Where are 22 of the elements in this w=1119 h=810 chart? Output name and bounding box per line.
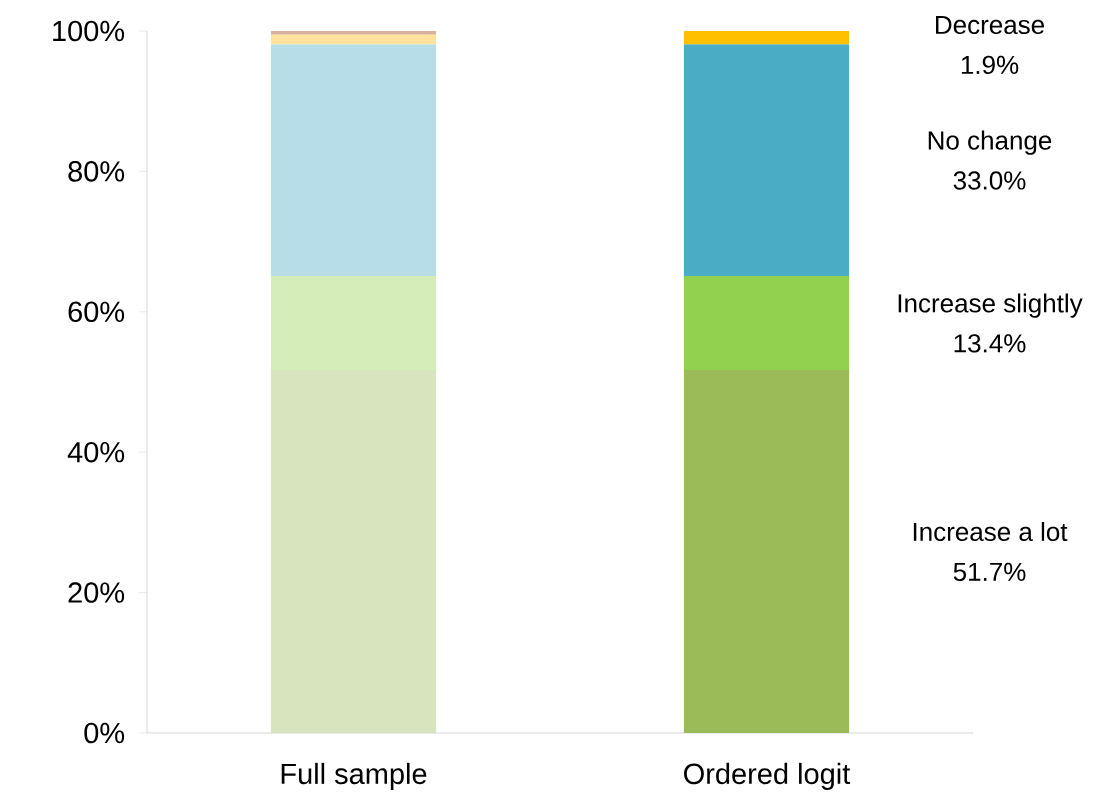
text: No change (928, 130, 1052, 155)
y-tick-label: 80% (68, 161, 125, 182)
bar (270, 34, 437, 45)
series-label: Increase slightly (898, 293, 1083, 318)
annotation: 51.7% (953, 562, 1026, 582)
bar (683, 44, 850, 276)
y-tick-label: 0% (84, 722, 125, 744)
text: Increase a lot (913, 521, 1068, 542)
y-tick-label: 40% (67, 441, 125, 463)
y-tick-label: 20% (68, 582, 125, 603)
bar (270, 44, 437, 276)
annotation: 1.9% (961, 55, 1019, 75)
bar (683, 275, 850, 371)
annotation: 33.0% (953, 171, 1026, 190)
annotation: 13.4% (954, 334, 1026, 353)
x-tick-label: Full sample (281, 762, 427, 790)
x-tick-label: Ordered logit (684, 762, 851, 790)
y-tick-label: 60% (68, 301, 125, 323)
text: Decrease (936, 15, 1044, 35)
bar (683, 30, 850, 45)
y-tick-label: 100% (53, 20, 125, 42)
bar (683, 370, 850, 733)
